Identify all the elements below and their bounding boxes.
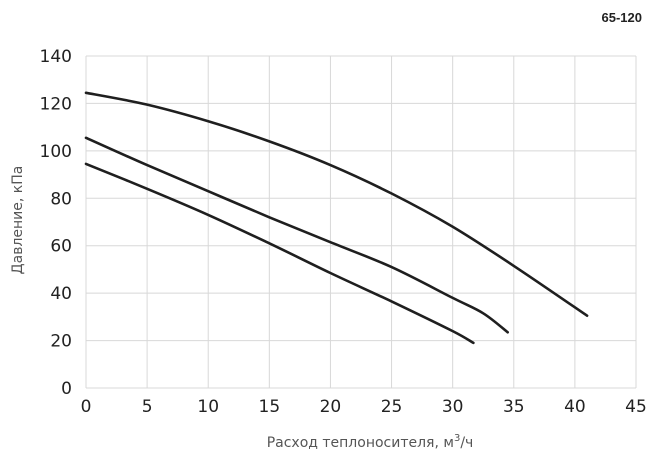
x-tick-label: 45 bbox=[625, 397, 647, 417]
series-line-1 bbox=[84, 91, 589, 317]
y-tick-label: 80 bbox=[50, 189, 72, 209]
y-axis-title: Давление, кПа bbox=[10, 166, 26, 275]
y-tick-label: 140 bbox=[40, 47, 72, 67]
x-tick-label: 5 bbox=[142, 397, 153, 417]
x-tick-label: 10 bbox=[197, 397, 219, 417]
series-line-2 bbox=[84, 136, 509, 334]
grid bbox=[85, 55, 637, 389]
x-tick-label: 25 bbox=[381, 397, 403, 417]
y-tick-label: 40 bbox=[50, 284, 72, 304]
y-tick-label: 120 bbox=[40, 94, 72, 114]
y-tick-label: 60 bbox=[50, 237, 72, 257]
x-axis-title: Расход теплоносителя, м3/ч bbox=[267, 433, 474, 451]
x-tick-label: 35 bbox=[503, 397, 525, 417]
y-tick-labels: 0 20 40 60 80 100 120 140 bbox=[40, 47, 72, 399]
x-tick-label: 40 bbox=[564, 397, 586, 417]
y-tick-label: 100 bbox=[40, 142, 72, 162]
x-tick-label: 20 bbox=[320, 397, 342, 417]
model-label: 65-120 bbox=[601, 10, 642, 25]
x-tick-label: 0 bbox=[81, 397, 92, 417]
series-line-3 bbox=[84, 162, 475, 345]
x-tick-label: 30 bbox=[442, 397, 464, 417]
y-tick-label: 0 bbox=[61, 379, 72, 399]
x-tick-label: 15 bbox=[259, 397, 281, 417]
y-tick-label: 20 bbox=[50, 332, 72, 352]
x-tick-labels: 0 5 10 15 20 25 30 35 40 45 bbox=[81, 397, 647, 417]
curves bbox=[84, 91, 589, 345]
